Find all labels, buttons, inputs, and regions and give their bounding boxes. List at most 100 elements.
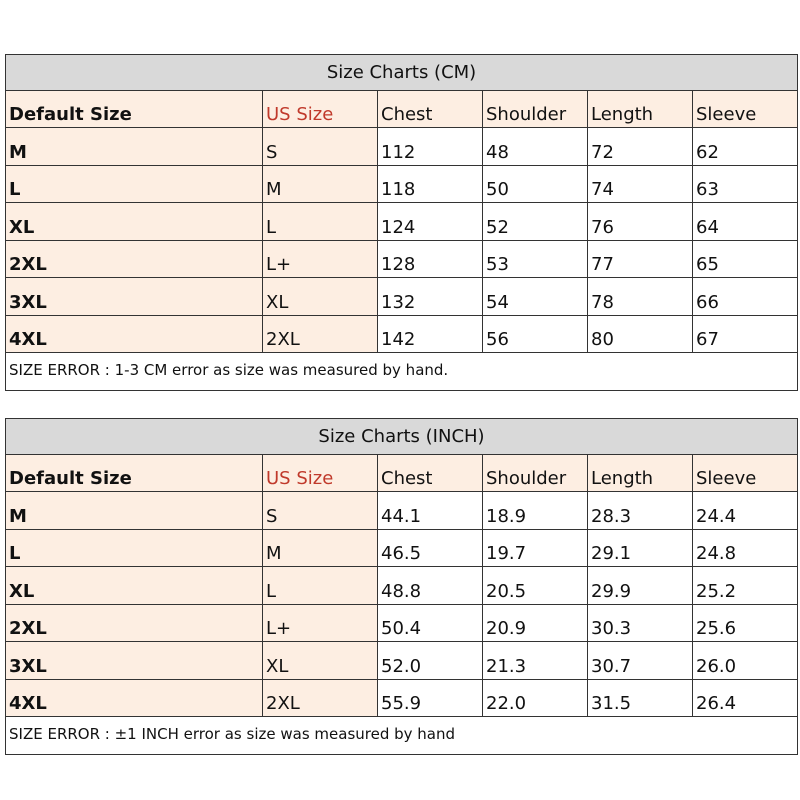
- table-cell: 55.9: [377, 678, 483, 717]
- table-row: 4XL 2XL 142 56 80 67: [5, 314, 799, 353]
- table-cell: 118: [377, 164, 483, 203]
- table-cell: 62: [691, 127, 799, 166]
- table-cell: 2XL: [262, 314, 378, 353]
- table-cell: 20.9: [482, 603, 588, 642]
- table-row: XL L 48.8 20.5 29.9 25.2: [5, 566, 799, 605]
- table-cell: 22.0: [482, 678, 588, 717]
- table-cell: 3XL: [5, 641, 263, 680]
- table-cell: 24.4: [691, 491, 799, 530]
- table-cell: L: [262, 202, 378, 241]
- table-cell: 30.3: [587, 603, 693, 642]
- table-cell: 25.6: [691, 603, 799, 642]
- table-cell: 64: [691, 202, 799, 241]
- table-row: 4XL 2XL 55.9 22.0 31.5 26.4: [5, 678, 799, 717]
- table-cell: 67: [691, 314, 799, 353]
- table-cell: 3XL: [5, 277, 263, 316]
- column-header: US Size: [262, 89, 378, 128]
- table-cell: 44.1: [377, 491, 483, 530]
- table-row: L M 46.5 19.7 29.1 24.8: [5, 528, 799, 567]
- table-cell: M: [5, 491, 263, 530]
- column-header: Shoulder: [482, 89, 588, 128]
- table-cell: M: [262, 528, 378, 567]
- table-cell: 2XL: [262, 678, 378, 717]
- table-cell: 54: [482, 277, 588, 316]
- table-row: 2XL L+ 50.4 20.9 30.3 25.6: [5, 603, 799, 642]
- table-cell: L+: [262, 603, 378, 642]
- table-cell: XL: [5, 566, 263, 605]
- table-cell: 50: [482, 164, 588, 203]
- table-cell: 29.1: [587, 528, 693, 567]
- column-header: Length: [587, 453, 693, 492]
- table-cell: M: [262, 164, 378, 203]
- table-cell: 31.5: [587, 678, 693, 717]
- size-chart-inch: Size Charts (INCH) Default Size US Size Che…: [4, 418, 799, 755]
- table-title: Size Charts (INCH): [4, 418, 799, 455]
- table-cell: 78: [587, 277, 693, 316]
- table-cell: 52.0: [377, 641, 483, 680]
- table-cell: 48.8: [377, 566, 483, 605]
- column-header: US Size: [262, 453, 378, 492]
- table-cell: L: [5, 528, 263, 567]
- column-header: Default Size: [5, 453, 263, 492]
- table-cell: 77: [587, 239, 693, 278]
- table-cell: 53: [482, 239, 588, 278]
- table-cell: 46.5: [377, 528, 483, 567]
- table-cell: 2XL: [5, 603, 263, 642]
- table-cell: XL: [262, 641, 378, 680]
- table-row: M S 112 48 72 62: [5, 127, 799, 166]
- column-header: Default Size: [5, 89, 263, 128]
- size-chart-cm: Size Charts (CM) Default Size US Size Chest…: [4, 54, 799, 391]
- table-cell: 24.8: [691, 528, 799, 567]
- table-cell: 76: [587, 202, 693, 241]
- table-row: 2XL L+ 128 53 77 65: [5, 239, 799, 278]
- table-cell: 128: [377, 239, 483, 278]
- table-cell: 25.2: [691, 566, 799, 605]
- table-row: XL L 124 52 76 64: [5, 202, 799, 241]
- column-header: Length: [587, 89, 693, 128]
- table-cell: 142: [377, 314, 483, 353]
- table-cell: 63: [691, 164, 799, 203]
- table-cell: 50.4: [377, 603, 483, 642]
- table-cell: 74: [587, 164, 693, 203]
- table-cell: 72: [587, 127, 693, 166]
- column-header: Sleeve: [691, 89, 799, 128]
- table-cell: 48: [482, 127, 588, 166]
- table-cell: XL: [5, 202, 263, 241]
- table-row: M S 44.1 18.9 28.3 24.4: [5, 491, 799, 530]
- table-cell: 52: [482, 202, 588, 241]
- column-header: Chest: [377, 89, 483, 128]
- table-row: L M 118 50 74 63: [5, 164, 799, 203]
- table-cell: 18.9: [482, 491, 588, 530]
- table-cell: 28.3: [587, 491, 693, 530]
- table-cell: 112: [377, 127, 483, 166]
- table-cell: 80: [587, 314, 693, 353]
- table-cell: 65: [691, 239, 799, 278]
- table-cell: L: [5, 164, 263, 203]
- table-cell: M: [5, 127, 263, 166]
- table-cell: 66: [691, 277, 799, 316]
- table-row: 3XL XL 52.0 21.3 30.7 26.0: [5, 641, 799, 680]
- size-error-note: SIZE ERROR : ±1 INCH error as size was m…: [4, 716, 799, 755]
- table-cell: 2XL: [5, 239, 263, 278]
- table-cell: L+: [262, 239, 378, 278]
- table-cell: 30.7: [587, 641, 693, 680]
- table-cell: XL: [262, 277, 378, 316]
- table-cell: 26.0: [691, 641, 799, 680]
- table-cell: 20.5: [482, 566, 588, 605]
- table-cell: 124: [377, 202, 483, 241]
- table-cell: S: [262, 491, 378, 530]
- column-header: Shoulder: [482, 453, 588, 492]
- table-cell: 21.3: [482, 641, 588, 680]
- header-row: Default Size US Size Chest Shoulder Length Sl…: [5, 453, 799, 492]
- column-header: Sleeve: [691, 453, 799, 492]
- table-cell: 4XL: [5, 314, 263, 353]
- table-cell: S: [262, 127, 378, 166]
- table-title: Size Charts (CM): [4, 54, 799, 91]
- table-cell: 56: [482, 314, 588, 353]
- table-cell: 29.9: [587, 566, 693, 605]
- table-cell: 26.4: [691, 678, 799, 717]
- table-row: 3XL XL 132 54 78 66: [5, 277, 799, 316]
- column-header: Chest: [377, 453, 483, 492]
- table-cell: L: [262, 566, 378, 605]
- table-cell: 4XL: [5, 678, 263, 717]
